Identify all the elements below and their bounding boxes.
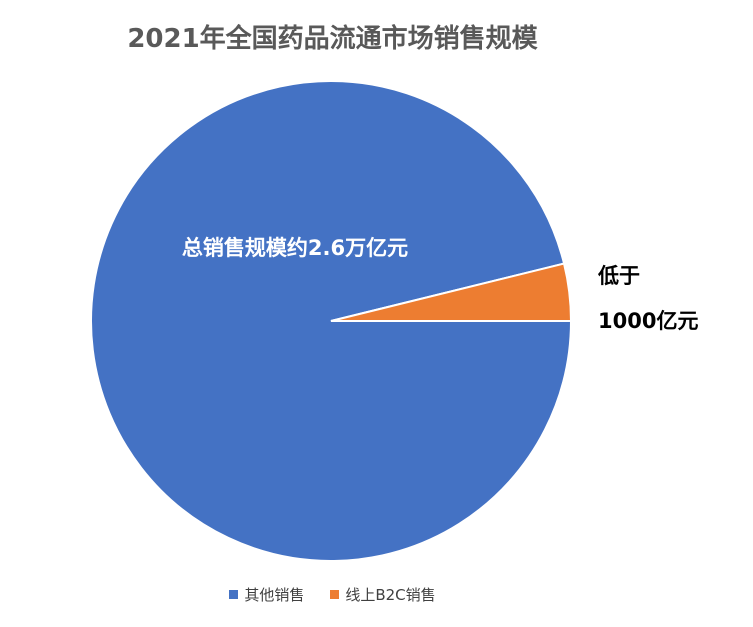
legend-item-other-sales: 其他销售 xyxy=(229,584,304,605)
data-label-online-line1: 低于 xyxy=(597,264,640,288)
legend-item-online-b2c: 线上B2C销售 xyxy=(330,584,436,605)
legend: 其他销售 线上B2C销售 xyxy=(0,584,665,605)
data-label-total: 总销售规模约2.6万亿元 xyxy=(182,236,408,260)
data-label-online-line2: 1000亿元 xyxy=(598,309,698,333)
legend-swatch xyxy=(330,590,340,599)
legend-swatch xyxy=(229,590,239,599)
chart-title: 2021年全国药品流通市场销售规模 xyxy=(127,24,538,54)
pie-slice-online-b2c xyxy=(330,262,573,322)
legend-label: 线上B2C销售 xyxy=(345,586,436,604)
legend-label: 其他销售 xyxy=(244,586,305,604)
